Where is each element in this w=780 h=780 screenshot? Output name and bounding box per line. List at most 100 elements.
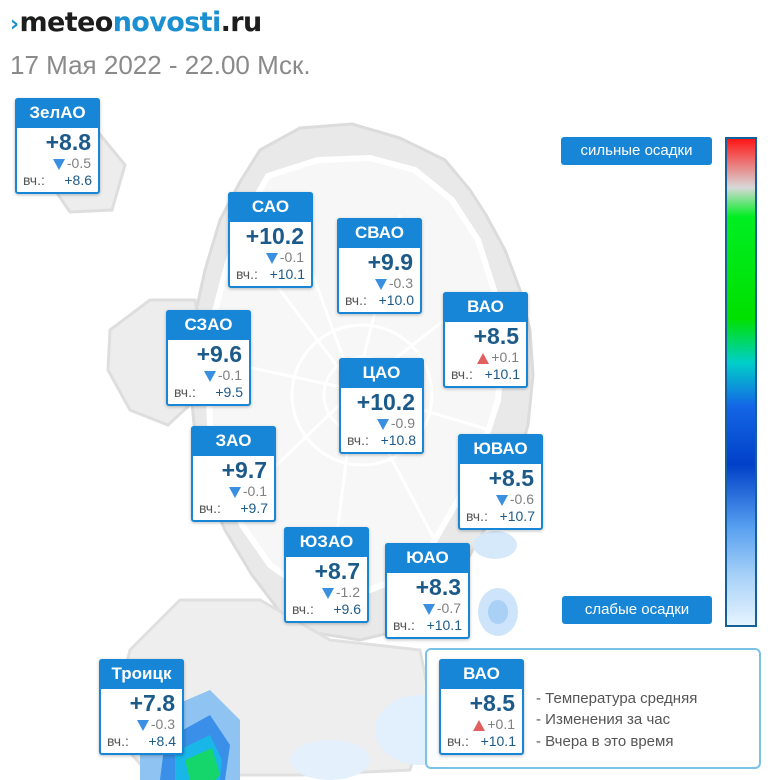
yesterday-value: +10.0: [378, 292, 414, 308]
hourly-change-value: -0.7: [436, 600, 461, 616]
yesterday-value: +8.4: [148, 733, 176, 749]
yesterday-label: вч.:: [292, 601, 314, 617]
hourly-change-value: -0.1: [217, 367, 242, 383]
district-name: ЦАО: [339, 358, 424, 388]
hourly-change: -0.3: [374, 275, 413, 291]
precipitation-scale-bar: [725, 137, 757, 627]
trend-up-icon: [477, 352, 490, 364]
hourly-change: -0.1: [265, 249, 304, 265]
legend-sample-card: ВАО +8.5 +0.1 вч.: +10.1: [439, 659, 524, 755]
district-name: ЗелАО: [15, 98, 100, 128]
district-card-sao[interactable]: САО +10.2 -0.1 вч.: +10.1: [228, 192, 313, 288]
hourly-change-value: +0.1: [491, 349, 519, 365]
legend-note-temp: - Температура средняя: [536, 690, 698, 707]
district-name: Троицк: [99, 659, 184, 689]
hourly-change: -0.3: [136, 716, 175, 732]
hourly-change-value: -0.5: [66, 155, 91, 171]
temperature-value: +8.5: [469, 690, 515, 716]
hourly-change: -0.5: [52, 155, 91, 171]
temperature-value: +9.6: [196, 341, 242, 367]
temperature-value: +9.7: [221, 457, 267, 483]
trend-down-icon: [376, 418, 389, 430]
scale-label-strong: сильные осадки: [561, 137, 712, 165]
yesterday-value: +10.1: [426, 617, 462, 633]
district-name: САО: [228, 192, 313, 222]
yesterday-label: вч.:: [447, 733, 469, 749]
trend-down-icon: [203, 370, 216, 382]
hourly-change: -0.7: [422, 600, 461, 616]
district-name: ЮЗАО: [284, 527, 369, 557]
district-name: ЮАО: [385, 543, 470, 573]
hourly-change-value: -0.1: [279, 249, 304, 265]
district-name: СЗАО: [166, 310, 251, 340]
legend-note-yesterday: - Вчера в это время: [536, 733, 674, 750]
temperature-value: +10.2: [356, 389, 415, 415]
trend-down-icon: [422, 603, 435, 615]
district-card-troitsk[interactable]: Троицк +7.8 -0.3 вч.: +8.4: [99, 659, 184, 755]
temperature-value: +8.3: [415, 574, 461, 600]
yesterday-value: +9.6: [333, 601, 361, 617]
district-card-cao[interactable]: ЦАО +10.2 -0.9 вч.: +10.8: [339, 358, 424, 454]
site-logo[interactable]: ›meteonovosti.ru: [10, 7, 262, 38]
logo-mark-icon: ›: [10, 12, 19, 37]
yesterday-value: +10.1: [484, 366, 520, 382]
district-card-yuvao[interactable]: ЮВАО +8.5 -0.6 вч.: +10.7: [458, 434, 543, 530]
yesterday-label: вч.:: [466, 508, 488, 524]
district-name: ЗАО: [191, 426, 276, 456]
hourly-change: -0.1: [203, 367, 242, 383]
trend-down-icon: [52, 158, 65, 170]
yesterday-label: вч.:: [236, 266, 258, 282]
yesterday-label: вч.:: [23, 172, 45, 188]
trend-down-icon: [374, 278, 387, 290]
yesterday-label: вч.:: [107, 733, 129, 749]
hourly-change: +0.1: [473, 716, 515, 732]
yesterday-value: +10.8: [380, 432, 416, 448]
district-name: СВАО: [337, 218, 422, 248]
district-name: ВАО: [439, 659, 524, 689]
hourly-change-value: -0.3: [388, 275, 413, 291]
district-card-szao[interactable]: СЗАО +9.6 -0.1 вч.: +9.5: [166, 310, 251, 406]
district-card-zao[interactable]: ЗАО +9.7 -0.1 вч.: +9.7: [191, 426, 276, 522]
temperature-value: +10.2: [245, 223, 304, 249]
yesterday-label: вч.:: [451, 366, 473, 382]
hourly-change-value: -0.9: [390, 415, 415, 431]
temperature-value: +7.8: [129, 690, 175, 716]
yesterday-value: +10.1: [480, 733, 516, 749]
district-name: ЮВАО: [458, 434, 543, 464]
yesterday-label: вч.:: [393, 617, 415, 633]
temperature-value: +9.9: [367, 249, 413, 275]
hourly-change-value: -0.6: [509, 491, 534, 507]
trend-up-icon: [473, 719, 486, 731]
scale-label-weak: слабые осадки: [562, 596, 712, 624]
trend-down-icon: [228, 486, 241, 498]
legend-note-change: - Изменения за час: [536, 711, 671, 728]
district-card-vao[interactable]: ВАО +8.5 +0.1 вч.: +10.1: [443, 292, 528, 388]
yesterday-value: +9.5: [215, 384, 243, 400]
district-card-zelao[interactable]: ЗелАО +8.8 -0.5 вч.: +8.6: [15, 98, 100, 194]
trend-down-icon: [265, 252, 278, 264]
yesterday-value: +8.6: [64, 172, 92, 188]
yesterday-label: вч.:: [174, 384, 196, 400]
hourly-change: -1.2: [321, 584, 360, 600]
trend-down-icon: [136, 719, 149, 731]
hourly-change-value: -0.3: [150, 716, 175, 732]
yesterday-value: +10.1: [269, 266, 305, 282]
yesterday-label: вч.:: [199, 500, 221, 516]
temperature-value: +8.5: [488, 465, 534, 491]
hourly-change-value: -0.1: [242, 483, 267, 499]
hourly-change: -0.1: [228, 483, 267, 499]
temperature-value: +8.7: [314, 558, 360, 584]
hourly-change-value: +0.1: [487, 716, 515, 732]
hourly-change: -0.6: [495, 491, 534, 507]
forecast-datetime: 17 Мая 2022 - 22.00 Мск.: [10, 50, 311, 80]
district-card-yuzao[interactable]: ЮЗАО +8.7 -1.2 вч.: +9.6: [284, 527, 369, 623]
temperature-value: +8.5: [473, 323, 519, 349]
hourly-change: -0.9: [376, 415, 415, 431]
yesterday-label: вч.:: [347, 432, 369, 448]
trend-down-icon: [495, 494, 508, 506]
hourly-change-value: -1.2: [335, 584, 360, 600]
temperature-value: +8.8: [45, 129, 91, 155]
precipitation-layer: [140, 531, 518, 780]
district-card-svao[interactable]: СВАО +9.9 -0.3 вч.: +10.0: [337, 218, 422, 314]
district-card-yuao[interactable]: ЮАО +8.3 -0.7 вч.: +10.1: [385, 543, 470, 639]
